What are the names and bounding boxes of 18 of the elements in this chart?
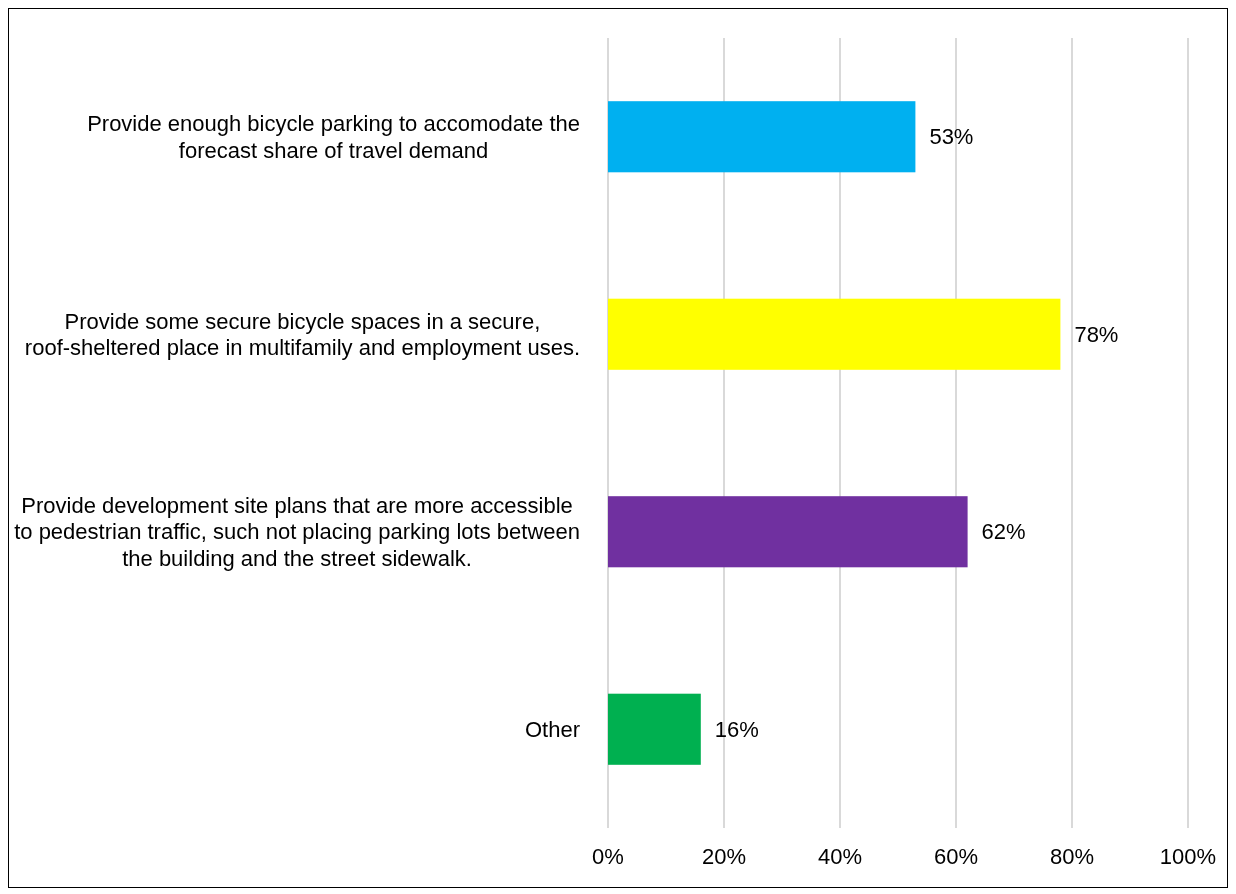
data-label: 16% [714, 716, 759, 742]
y-tick-label: Other [524, 716, 580, 742]
data-label: 53% [929, 124, 974, 150]
y-tick-label: Provide some secure bicycle spaces in a secure, roof-sheltered place in multifamily and employment uses. [24, 308, 581, 361]
bar [608, 693, 701, 765]
bar [608, 101, 916, 173]
y-tick-label: Provide development site plans that are more accessible to pedestrian traffic, such not placing parking lots between the building and the street sidewalk. [14, 492, 580, 572]
x-tick-label: 20% [701, 844, 747, 869]
data-label: 62% [981, 519, 1026, 545]
x-tick-label: 80% [1049, 844, 1095, 869]
y-tick-label: Provide enough bicycle parking to accomodate the forecast share of travel demand [87, 111, 581, 163]
x-tick-label: 100% [1159, 844, 1217, 869]
bar [608, 298, 1061, 370]
x-tick-label: 60% [933, 844, 979, 869]
bar [608, 496, 968, 568]
x-tick-label: 40% [817, 844, 863, 869]
x-tick-label: 0% [592, 844, 624, 869]
data-label: 78% [1074, 321, 1119, 347]
